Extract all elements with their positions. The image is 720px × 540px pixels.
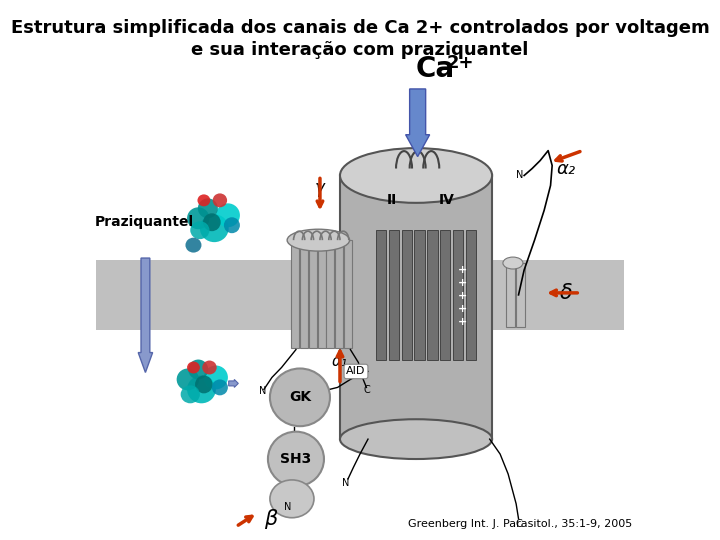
Text: α₁: α₁ xyxy=(332,354,348,369)
Ellipse shape xyxy=(187,375,216,403)
Ellipse shape xyxy=(176,368,199,390)
Bar xyxy=(453,230,463,360)
Ellipse shape xyxy=(503,257,523,269)
Ellipse shape xyxy=(340,148,492,203)
Bar xyxy=(505,263,515,327)
Ellipse shape xyxy=(204,366,228,389)
FancyArrow shape xyxy=(138,258,153,373)
Bar xyxy=(427,230,438,360)
Text: δ: δ xyxy=(560,283,573,303)
Ellipse shape xyxy=(340,419,492,459)
Bar xyxy=(291,240,299,348)
Ellipse shape xyxy=(188,360,208,380)
Ellipse shape xyxy=(203,213,221,231)
Bar xyxy=(466,230,476,360)
Ellipse shape xyxy=(202,361,217,374)
Ellipse shape xyxy=(270,480,314,518)
Ellipse shape xyxy=(198,198,218,218)
Ellipse shape xyxy=(186,238,202,253)
Text: +: + xyxy=(458,278,467,288)
Bar xyxy=(340,176,492,439)
Ellipse shape xyxy=(187,207,210,229)
Bar xyxy=(309,240,317,348)
Bar xyxy=(336,240,343,348)
Bar xyxy=(318,240,325,348)
Ellipse shape xyxy=(181,386,200,403)
Text: +: + xyxy=(458,291,467,301)
Ellipse shape xyxy=(224,217,240,233)
Text: C: C xyxy=(363,386,370,395)
Text: N: N xyxy=(284,502,292,512)
Text: SH3: SH3 xyxy=(280,452,312,466)
Bar xyxy=(415,230,425,360)
Ellipse shape xyxy=(216,204,240,227)
Text: Estrutura simplificada dos canais de Ca 2+ controlados por voltagem: Estrutura simplificada dos canais de Ca … xyxy=(11,19,709,37)
Text: N: N xyxy=(516,171,524,180)
Text: β: β xyxy=(264,509,277,529)
Bar xyxy=(326,240,334,348)
Text: Greenberg Int. J. Parasitol., 35:1-9, 2005: Greenberg Int. J. Parasitol., 35:1-9, 20… xyxy=(408,518,632,529)
Ellipse shape xyxy=(195,375,212,393)
Ellipse shape xyxy=(287,229,350,251)
Text: N: N xyxy=(258,387,266,396)
Bar xyxy=(344,240,352,348)
Ellipse shape xyxy=(187,361,200,374)
Ellipse shape xyxy=(270,368,330,426)
Text: GK: GK xyxy=(289,390,311,404)
Text: γ: γ xyxy=(315,179,325,198)
Text: AID: AID xyxy=(346,367,366,376)
Ellipse shape xyxy=(212,380,228,395)
Text: Ca: Ca xyxy=(416,55,455,83)
FancyArrow shape xyxy=(229,380,238,387)
Text: IV: IV xyxy=(438,193,454,207)
Text: +: + xyxy=(458,265,467,275)
Text: N: N xyxy=(342,478,349,488)
Text: +: + xyxy=(458,317,467,327)
Text: e sua interação com praziquantel: e sua interação com praziquantel xyxy=(192,41,528,59)
Bar xyxy=(389,230,399,360)
Ellipse shape xyxy=(212,193,227,207)
Text: α₂: α₂ xyxy=(557,159,575,178)
Text: Praziquantel: Praziquantel xyxy=(94,215,194,230)
FancyArrow shape xyxy=(405,89,430,157)
Bar xyxy=(96,260,624,330)
Bar xyxy=(402,230,412,360)
Text: C: C xyxy=(515,519,522,529)
Ellipse shape xyxy=(200,214,229,242)
Bar xyxy=(440,230,451,360)
Ellipse shape xyxy=(268,431,324,487)
Bar xyxy=(516,263,525,327)
Text: 2+: 2+ xyxy=(446,54,474,72)
Ellipse shape xyxy=(190,221,210,239)
Text: +: + xyxy=(458,304,467,314)
Ellipse shape xyxy=(197,194,210,206)
Text: II: II xyxy=(387,193,397,207)
Bar xyxy=(376,230,387,360)
Bar xyxy=(300,240,308,348)
